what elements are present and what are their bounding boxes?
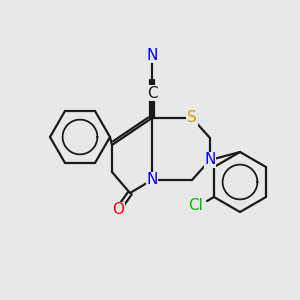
Text: S: S: [187, 110, 197, 125]
Text: N: N: [146, 172, 158, 188]
Text: N: N: [204, 152, 216, 167]
Text: O: O: [112, 202, 124, 217]
Text: N: N: [146, 47, 158, 62]
Text: C: C: [147, 85, 157, 100]
Text: Cl: Cl: [189, 197, 203, 212]
